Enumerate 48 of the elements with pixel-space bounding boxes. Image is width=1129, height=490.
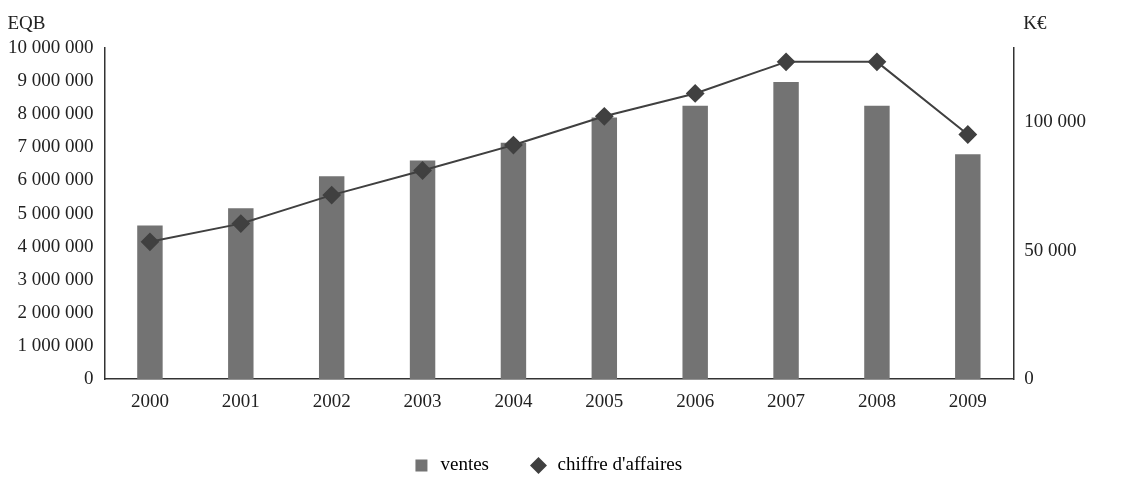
y2-tick-label: 50 000 <box>1024 238 1077 260</box>
bar <box>228 208 254 380</box>
y-axis-title: EQB <box>7 12 46 34</box>
point <box>595 107 614 126</box>
y-tick-label: 1 000 000 <box>17 334 94 356</box>
point <box>777 52 796 71</box>
point <box>140 232 159 251</box>
point <box>413 161 432 180</box>
bar <box>318 176 345 380</box>
x-tick-label: 2008 <box>857 389 896 411</box>
y-tick-label: 4 000 000 <box>17 234 94 256</box>
bar <box>955 154 981 380</box>
x-tick-label: 2007 <box>767 389 806 411</box>
x-tick-label: 2004 <box>494 389 533 411</box>
y-tick-label: 9 000 000 <box>17 69 94 91</box>
bar <box>864 105 890 380</box>
legend-label: ventes <box>440 453 489 475</box>
y2-axis-title: K€ <box>1023 12 1047 34</box>
point <box>867 52 886 71</box>
y-tick-label: 3 000 000 <box>17 267 94 289</box>
x-tick-label: 2009 <box>948 389 987 411</box>
legend-label: chiffre d'affaires <box>557 453 683 475</box>
y-tick-label: 5 000 000 <box>17 201 94 223</box>
bar <box>682 105 708 380</box>
y-tick-label: 8 000 000 <box>17 102 94 124</box>
point <box>322 186 341 205</box>
x-tick-label: 2005 <box>585 389 624 411</box>
y-tick-label: 7 000 000 <box>17 135 94 157</box>
y-tick-label: 2 000 000 <box>17 300 94 322</box>
x-tick-label: 2000 <box>130 389 169 411</box>
y-tick-label: 6 000 000 <box>17 168 94 190</box>
x-tick-label: 2006 <box>676 389 715 411</box>
point <box>686 84 705 103</box>
y2-tick-label: 0 <box>1024 367 1034 389</box>
y-tick-label: 0 <box>84 367 94 389</box>
x-tick-label: 2001 <box>221 389 260 411</box>
bar <box>137 225 163 380</box>
point <box>958 125 977 144</box>
y2-tick-label: 100 000 <box>1024 110 1086 132</box>
bar <box>500 142 527 380</box>
bar <box>773 82 799 380</box>
bar <box>591 117 618 380</box>
x-tick-label: 2003 <box>403 389 442 411</box>
point <box>231 214 250 233</box>
point <box>504 136 523 155</box>
y-tick-label: 10 000 000 <box>8 35 94 57</box>
bar <box>409 160 436 380</box>
x-tick-label: 2002 <box>312 389 351 411</box>
